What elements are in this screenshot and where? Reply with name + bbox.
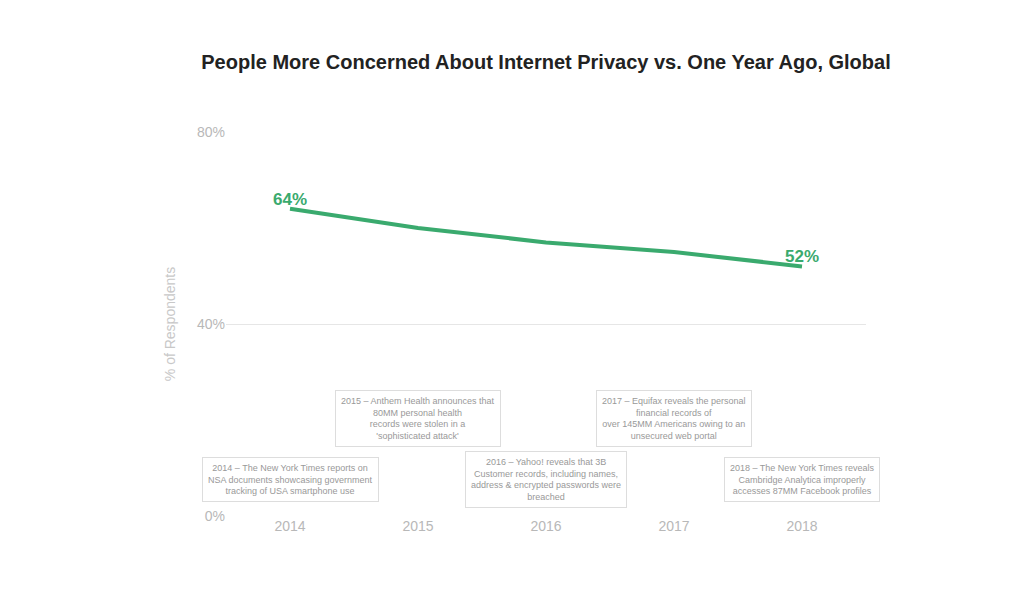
svg-text:2016: 2016 xyxy=(530,518,561,534)
svg-text:80%: 80% xyxy=(197,124,225,140)
svg-text:40%: 40% xyxy=(197,316,225,332)
svg-text:People More Concerned About In: People More Concerned About Internet Pri… xyxy=(201,51,890,73)
svg-text:2014: 2014 xyxy=(274,518,305,534)
svg-text:2016 – Yahoo! reveals that 3BC: 2016 – Yahoo! reveals that 3BCustomer re… xyxy=(471,457,621,502)
svg-text:0%: 0% xyxy=(205,508,225,524)
svg-text:2017 – Equifax reveals the per: 2017 – Equifax reveals the personalfinan… xyxy=(602,396,746,441)
svg-text:2015 – Anthem Health announces: 2015 – Anthem Health announces that80MM … xyxy=(341,396,495,441)
svg-text:2018 – The New York Times reve: 2018 – The New York Times revealsCambrid… xyxy=(730,463,874,496)
svg-text:52%: 52% xyxy=(785,247,819,266)
svg-text:2015: 2015 xyxy=(402,518,433,534)
svg-text:2018: 2018 xyxy=(786,518,817,534)
svg-text:64%: 64% xyxy=(273,190,307,209)
svg-text:% of Respondents: % of Respondents xyxy=(162,267,178,381)
svg-text:2017: 2017 xyxy=(658,518,689,534)
svg-text:2014 – The New York Times repo: 2014 – The New York Times reports onNSA … xyxy=(208,463,373,496)
